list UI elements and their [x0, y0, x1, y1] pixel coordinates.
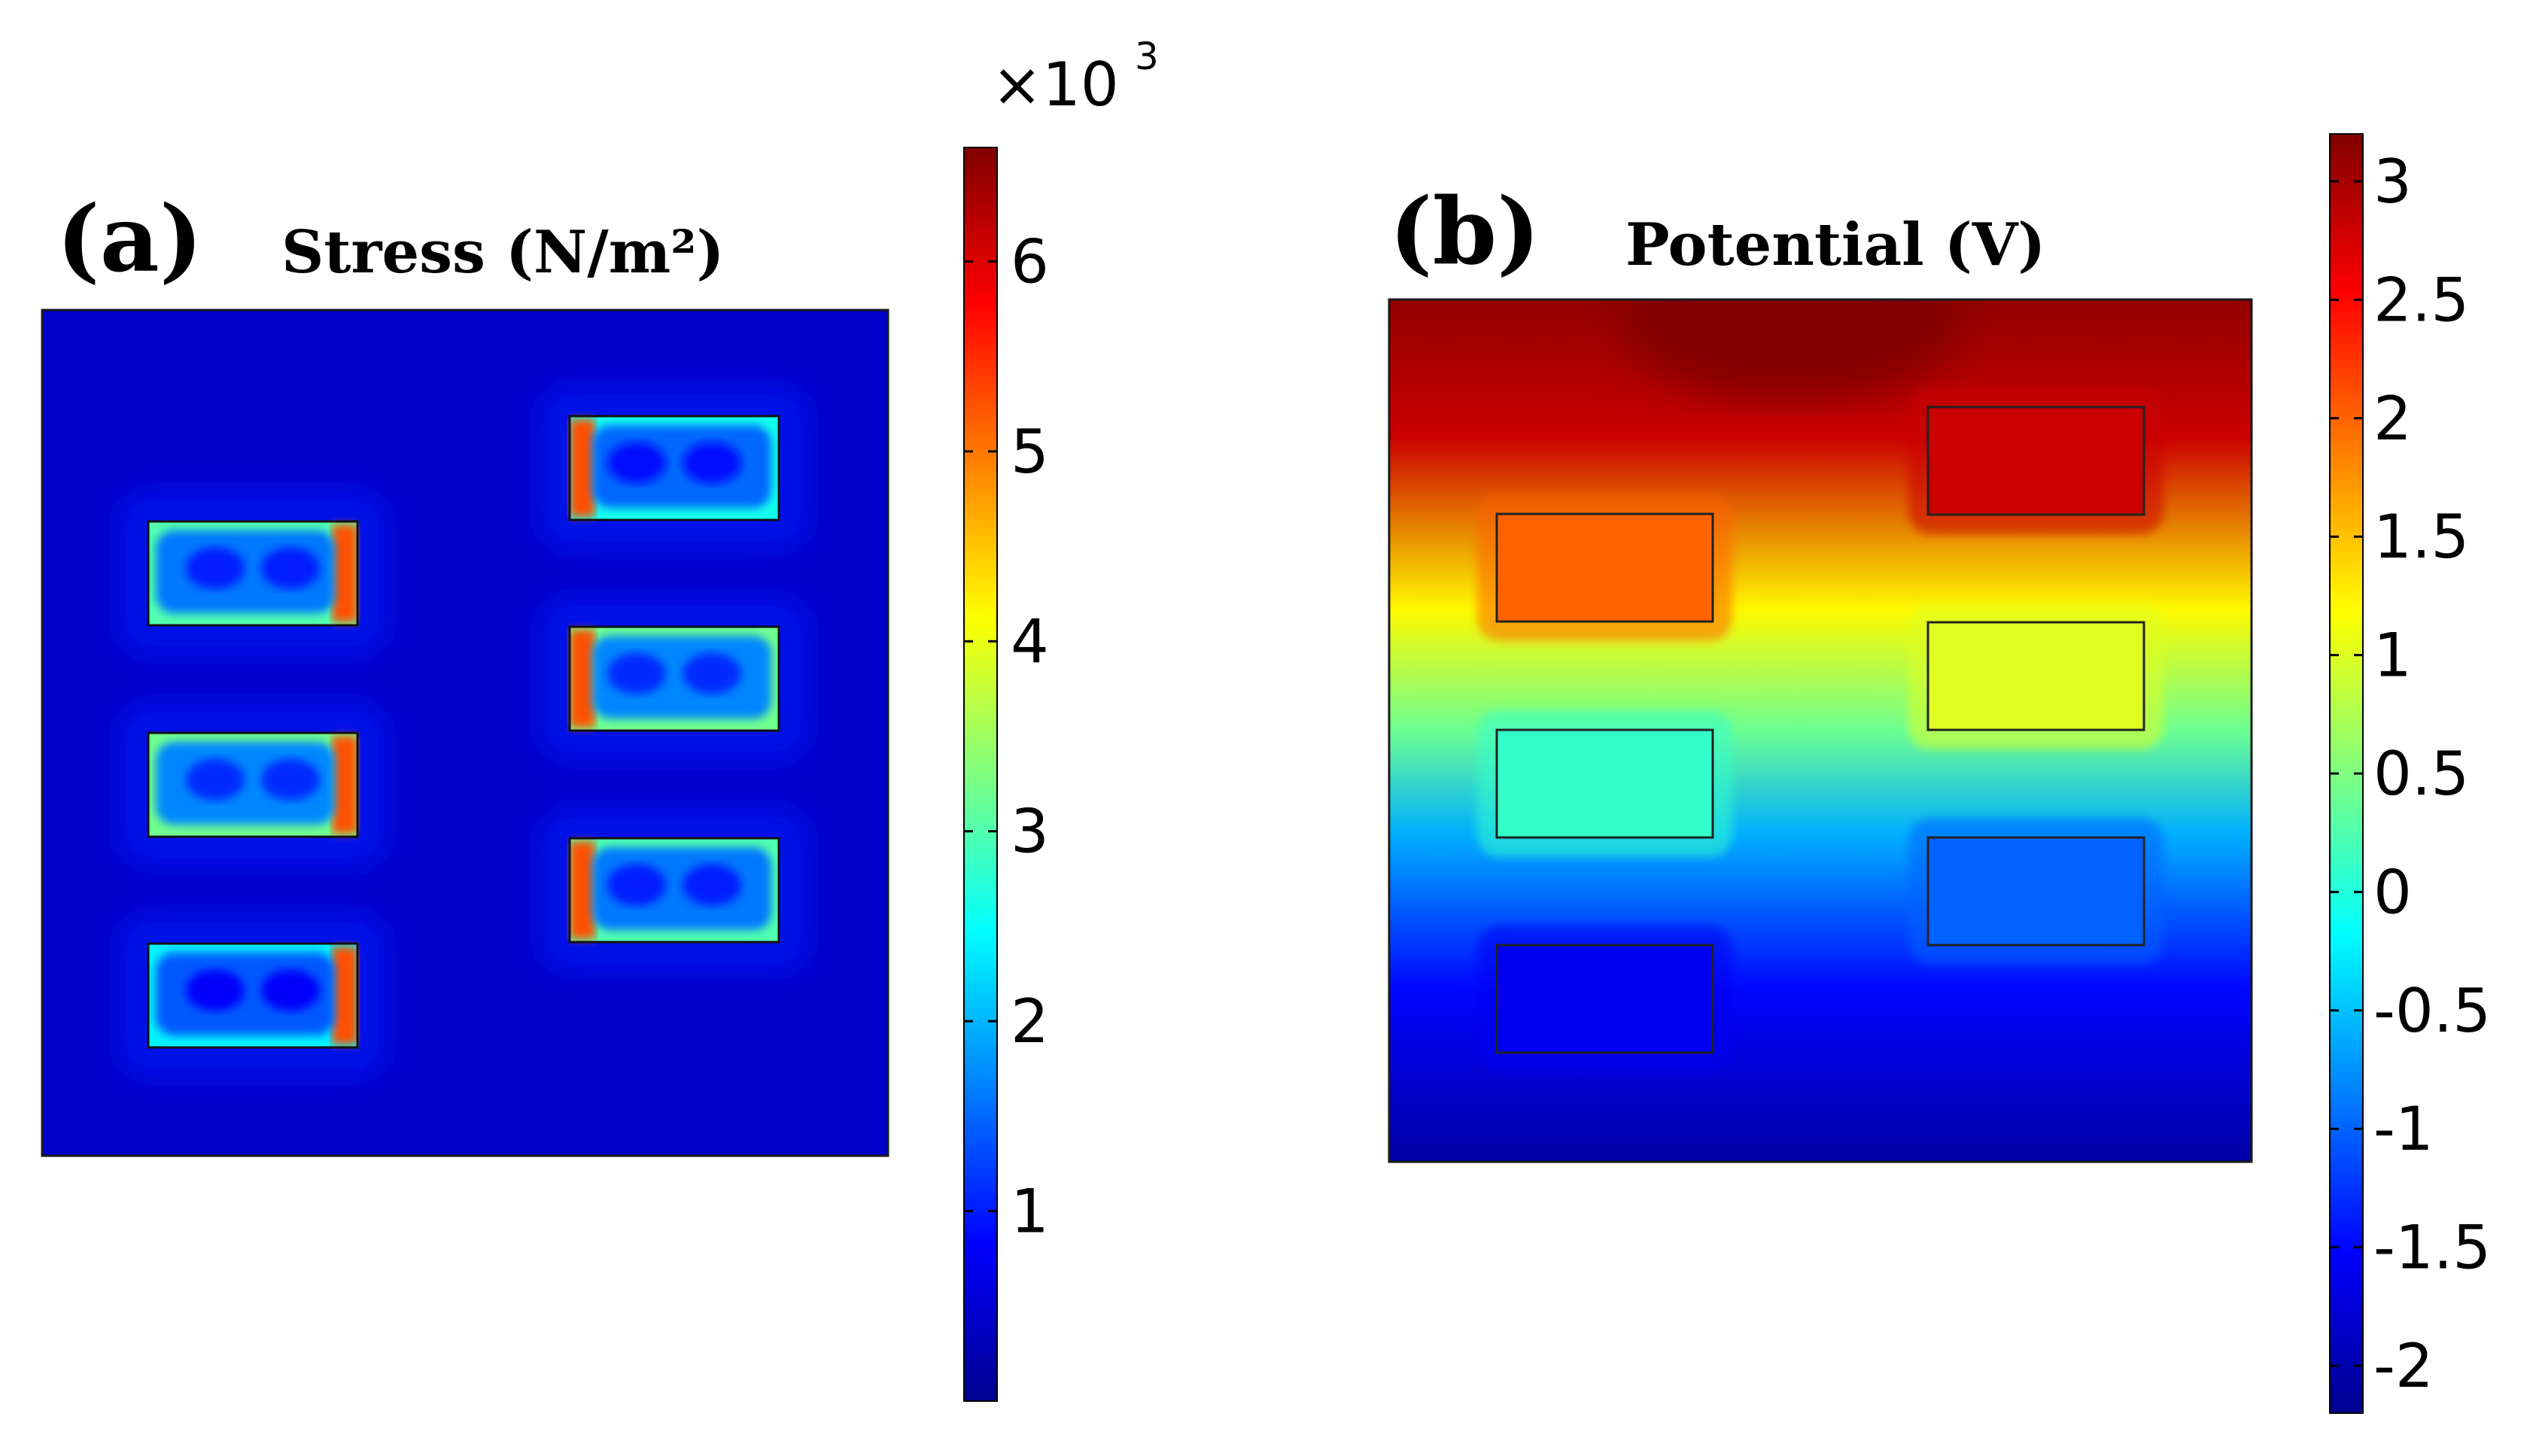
colorbar-b-tick-label: 0.5 [2373, 739, 2469, 809]
potential-hotspots [1618, 299, 1964, 399]
stress-inclusion-hot-edge [570, 841, 595, 939]
colorbar-b-ticks: 3 2.5 2 1.5 1 0.5 0 -0.5 -1 -1.5 -2 [2330, 147, 2491, 1401]
potential-inclusion-left-bottom [1495, 944, 1714, 1054]
stress-inclusion-low-spot [607, 652, 666, 695]
stress-inclusions [147, 415, 780, 1049]
stress-inclusion-hot-edge [332, 524, 357, 622]
panel-b-title: Potential (V) [1625, 211, 2045, 279]
potential-inclusion-left-top [1495, 512, 1714, 623]
stress-inclusion-low-spot [683, 442, 741, 484]
stress-inclusion-right-middle [568, 625, 780, 732]
colorbar-a-tick-label: 1 [1011, 1177, 1049, 1247]
stress-inclusion-hot-edge [332, 947, 357, 1044]
potential-plot-frame [1388, 298, 2253, 1163]
colorbar-b-tick-label: -0.5 [2373, 976, 2491, 1046]
potential-peak-spot [1618, 299, 1964, 399]
potential-inclusion-left-middle [1495, 728, 1714, 839]
stress-inclusion-low-spot [261, 547, 320, 589]
colorbar-a: 1 2 3 4 5 6 ×10 3 [963, 35, 1159, 1402]
colorbar-a-tick-label: 6 [1011, 226, 1049, 296]
panel-b-label: (b) [1389, 177, 1540, 285]
colorbar-b-tick-label: -1.5 [2373, 1213, 2491, 1283]
panel-a-title: Stress (N/m²) [281, 218, 724, 287]
stress-inclusion-right-bottom [568, 837, 780, 944]
stress-inclusion-left-middle [147, 731, 359, 838]
colorbar-b-tick-label: 0 [2373, 857, 2412, 927]
stress-inclusion-outline [147, 520, 359, 627]
colorbar-a-tick-label: 3 [1011, 797, 1049, 867]
stress-inclusion-low-spot [261, 969, 320, 1011]
colorbar-a-bar [963, 147, 998, 1402]
potential-inclusion-right-bottom [1926, 836, 2145, 947]
colorbar-b-tick-label: 2 [2373, 384, 2412, 454]
stress-inclusion-hot-edge [332, 736, 357, 834]
stress-inclusion-low-spot [683, 652, 741, 695]
stress-inclusion-outline [147, 942, 359, 1049]
colorbar-a-tick-label: 5 [1011, 417, 1049, 487]
colorbar-a-tick-label: 2 [1011, 986, 1049, 1056]
colorbar-b-tick-label: -2 [2373, 1331, 2434, 1401]
stress-inclusion-left-bottom [147, 942, 359, 1049]
stress-inclusion-outline [568, 837, 780, 944]
stress-inclusion-low-spot [186, 758, 245, 801]
stress-inclusion-hot-edge [570, 630, 595, 728]
colorbar-a-ticks: 1 2 3 4 5 6 [964, 226, 1049, 1247]
stress-inclusion-hot-edge [570, 419, 595, 517]
potential-inclusion-right-middle [1926, 621, 2145, 731]
colorbar-a-tick-label: 4 [1011, 606, 1049, 676]
stress-inclusion-low-spot [607, 442, 666, 484]
panel-a-label: (a) [56, 184, 203, 293]
stress-inclusion-outline [568, 415, 780, 521]
panel-b: (b) Potential (V) 3 2.5 2 1.5 1 0.5 0 -0.5 -1 -1.… [1388, 133, 2491, 1414]
colorbar-b-tick-label: 1.5 [2373, 502, 2469, 572]
stress-inclusion-low-spot [683, 864, 741, 906]
colorbar-b: 3 2.5 2 1.5 1 0.5 0 -0.5 -1 -1.5 -2 [2329, 133, 2491, 1414]
stress-inclusion-left-top [147, 520, 359, 627]
potential-field [1389, 299, 2252, 1162]
stress-inclusion-outline [147, 731, 359, 838]
stress-plot-frame [41, 309, 889, 1157]
colorbar-b-tick-label: -1 [2373, 1094, 2434, 1164]
potential-inclusions [1477, 388, 2163, 1072]
stress-inclusion-low-spot [261, 758, 320, 801]
stress-field [42, 310, 888, 1156]
stress-inclusion-right-top [568, 415, 780, 521]
colorbar-b-tick-label: 3 [2373, 147, 2412, 217]
panel-a: (a) Stress (N/m²) 1 2 3 4 5 6 ×10 3 [41, 35, 1159, 1402]
stress-inclusion-low-spot [607, 864, 666, 906]
stress-inclusion-outline [568, 625, 780, 732]
colorbar-b-tick-label: 1 [2373, 621, 2412, 691]
potential-inclusion-right-top [1926, 406, 2145, 516]
stress-inclusion-low-spot [186, 969, 245, 1011]
colorbar-a-multiplier: ×10 [992, 50, 1119, 120]
stress-inclusion-low-spot [186, 547, 245, 589]
colorbar-a-multiplier-exponent: 3 [1135, 35, 1159, 78]
colorbar-b-tick-label: 2.5 [2373, 265, 2469, 335]
